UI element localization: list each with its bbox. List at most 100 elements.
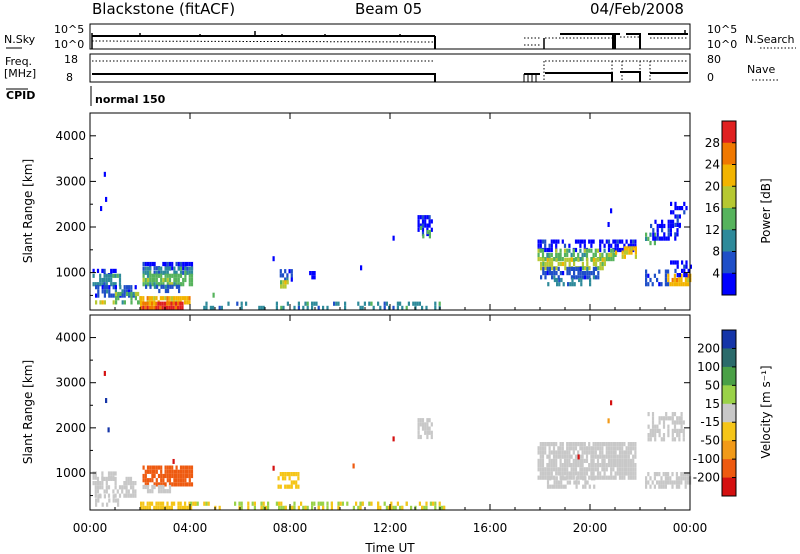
echo-cell [579,454,582,459]
echo-cell [419,434,422,440]
echo-cell [146,482,150,487]
echo-cell [548,271,551,276]
echo-cell [662,416,666,421]
echo-cell [153,469,156,474]
echo-cell [684,484,687,489]
echo-cell [605,257,608,262]
echo-cell [428,215,431,220]
echo-cell [421,418,425,423]
echo-cell [166,277,169,283]
echo-cell [603,243,606,248]
echo-cell [583,471,586,476]
echo-cell [162,484,165,490]
echo-cell [592,471,595,476]
nsky-frame [89,23,691,50]
echo-cell [188,478,191,483]
echo-cell [160,482,163,487]
echo-cell [566,480,569,485]
echo-cell [164,288,167,294]
echo-cell [596,467,600,472]
echo-cell [560,476,563,481]
echo-cell [105,481,108,486]
echo-cell [585,446,589,451]
echo-cell [673,437,677,442]
echo-cell [596,454,600,459]
echo-cell [544,266,547,271]
colorbar-swatch [722,330,736,349]
echo-cell [205,301,208,306]
echo-cell [570,252,573,257]
echo-cell [658,282,661,287]
echo-cell [650,223,653,229]
echo-cell [676,416,679,421]
echo-cell [155,277,158,283]
echo-cell [654,437,657,442]
echo-cell [177,482,180,487]
echo-cell [544,450,547,455]
echo-cell [421,426,425,431]
echo-cell [649,428,652,433]
echo-cell [647,424,650,429]
echo-cell [662,480,665,485]
echo-cell [552,458,556,463]
echo-cell [103,268,106,273]
echo-cell [559,271,562,276]
echo-cell [577,275,580,280]
echo-cell [667,236,670,241]
echo-cell [142,473,145,479]
echo-cell [561,446,564,451]
echo-cell [540,275,543,280]
echo-cell [645,282,648,287]
echo-cell [278,505,281,510]
echo-cell [629,442,633,447]
echo-cell [661,223,664,229]
echo-cell [537,467,540,472]
y-tick-label: 1000 [55,466,86,480]
velocity-echo-region [92,476,137,498]
echo-cell [568,442,571,447]
echo-cell [94,471,97,476]
echo-cell [170,301,173,306]
echo-cell [577,257,580,262]
echo-cell [667,223,670,229]
echo-cell [570,446,573,451]
echo-cell [207,501,210,506]
echo-cell [678,437,681,442]
echo-cell [140,305,143,310]
echo-speck [105,196,108,202]
echo-cell [568,454,571,459]
echo-cell [615,250,618,255]
y-tick-label: 3000 [55,174,86,188]
echo-cell [590,467,593,472]
echo-cell [171,473,174,479]
echo-cell [592,458,595,463]
echo-cell [240,301,243,306]
echo-cell [153,284,156,289]
echo-cell [103,489,106,494]
echo-cell [652,228,655,233]
echo-cell [540,261,543,267]
echo-cell [582,484,585,489]
echo-cell [658,269,661,274]
echo-cell [179,296,182,301]
echo-cell [629,450,633,455]
echo-cell [614,442,617,447]
echo-cell [103,285,106,290]
echo-cell [142,301,145,306]
echo-cell [164,469,167,474]
echo-cell [614,450,617,455]
echo-cell [160,270,163,275]
echo-cell [570,266,573,271]
echo-cell [544,243,547,248]
echo-cell [149,465,152,470]
echo-cell [612,252,615,257]
echo-cell [539,442,542,447]
echo-cell [563,243,567,248]
echo-cell [555,467,558,472]
echo-cell [421,305,424,310]
echo-cell [676,264,679,269]
echo-cell [295,480,298,485]
echo-cell [578,277,581,283]
echo-cell [539,467,542,472]
echo-cell [258,305,261,310]
